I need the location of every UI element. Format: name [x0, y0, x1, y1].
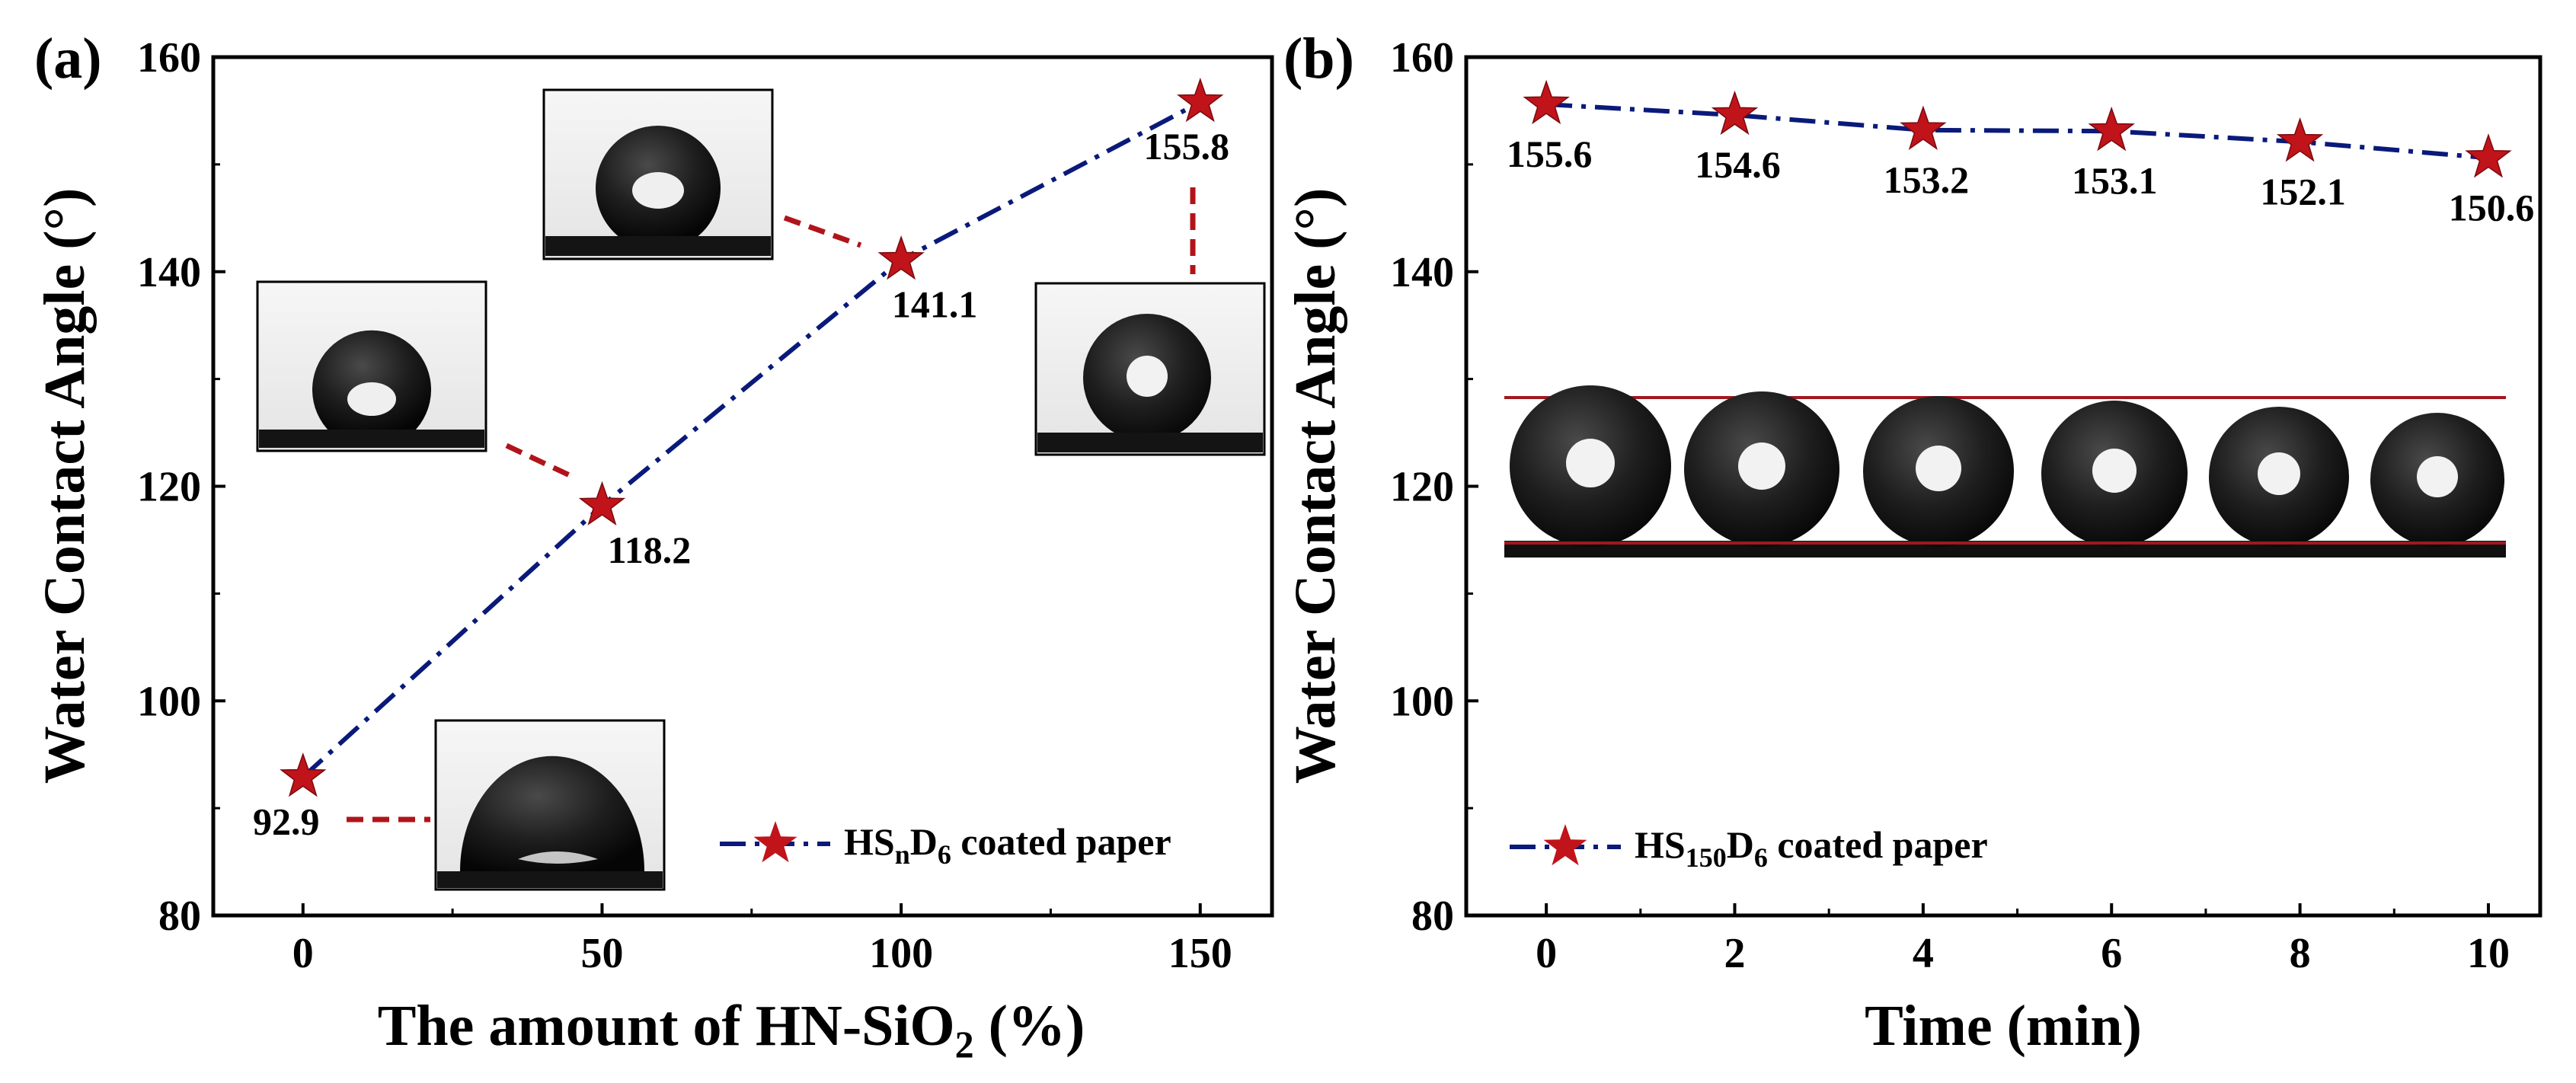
- panel-a-label: (a): [34, 27, 102, 91]
- panel-b-label: (b): [1283, 27, 1354, 91]
- panel-b-plot-area: 155.6 154.6 153.2 153.1 152.1 150.6: [1507, 79, 2535, 228]
- y-tick-label: 120: [1390, 464, 1454, 511]
- legend-mid: D: [1727, 823, 1754, 866]
- x-tick-label: 100: [869, 930, 933, 977]
- legend-subscript-1: 150: [1686, 842, 1727, 873]
- data-label: 141.1: [892, 283, 978, 325]
- x-tick-label: 50: [580, 930, 623, 977]
- inset-droplet-0: [434, 719, 666, 891]
- panel-a-y-axis: 80 100 120 140 160: [137, 34, 225, 940]
- series-line: [301, 100, 1202, 779]
- data-point-star: [2088, 106, 2135, 152]
- panel-b-droplet-series-inset: [1504, 385, 2506, 557]
- legend-main: HS: [1635, 823, 1686, 866]
- panel-b-y-axis-title: Water Contact Angle (°): [1283, 188, 1347, 784]
- legend-subscript-1: n: [895, 839, 910, 870]
- panel-a-legend: HSnD6 coated paper: [720, 820, 1171, 870]
- panel-a-y-axis-title: Water Contact Angle (°): [33, 188, 97, 784]
- legend-tail: coated paper: [951, 820, 1171, 863]
- data-label: 152.1: [2260, 170, 2346, 212]
- data-label: 118.2: [608, 529, 692, 571]
- droplet-highlight: [1566, 439, 1615, 487]
- y-tick-label: 120: [137, 464, 201, 511]
- legend-tail: coated paper: [1768, 823, 1988, 866]
- data-label: 155.6: [1507, 133, 1593, 175]
- y-tick-label: 160: [137, 34, 201, 81]
- data-point-star: [1711, 90, 1759, 136]
- legend-text: HSnD6 coated paper: [844, 820, 1171, 870]
- data-point-star: [1177, 77, 1224, 123]
- y-tick-label: 140: [137, 249, 201, 296]
- data-point-star: [1900, 105, 1947, 150]
- data-label: 154.6: [1695, 143, 1781, 186]
- droplet-row: [1510, 385, 2504, 547]
- data-point-star: [2276, 117, 2324, 162]
- x-tick-label: 0: [292, 930, 314, 977]
- droplet-highlight: [1916, 446, 1961, 491]
- y-tick-label: 80: [1411, 893, 1454, 940]
- x-title-tail: (%): [974, 994, 1085, 1058]
- data-point-star: [280, 752, 327, 797]
- y-tick-label: 160: [1390, 34, 1454, 81]
- inset-droplet-50: [256, 280, 487, 452]
- data-label: 153.1: [2072, 159, 2158, 202]
- y-tick-label: 140: [1390, 249, 1454, 296]
- panel-b-x-axis-title: Time (min): [1865, 994, 2142, 1058]
- panel-b-x-axis: 0 2 4 6 8 10: [1536, 903, 2510, 977]
- x-tick-label: 150: [1168, 930, 1232, 977]
- data-label: 155.8: [1144, 125, 1230, 168]
- series-line: [1545, 102, 2489, 161]
- data-label: 150.6: [2449, 186, 2535, 228]
- data-point-star: [877, 235, 925, 280]
- data-point-star: [1523, 79, 1570, 125]
- x-tick-label: 0: [1536, 930, 1557, 977]
- data-point-star: [578, 481, 626, 526]
- droplet-highlight: [1738, 442, 1785, 490]
- data-label: 92.9: [253, 800, 320, 842]
- inset-droplet-150: [1034, 282, 1266, 456]
- legend-subscript-2: 6: [1754, 842, 1768, 873]
- x-tick-label: 8: [2290, 930, 2311, 977]
- legend-star: [753, 821, 797, 863]
- droplet-highlight: [2092, 449, 2137, 493]
- x-tick-label: 10: [2467, 930, 2510, 977]
- panel-a-plot-area: 92.9 118.2 141.1 155.8: [253, 77, 1230, 842]
- droplet-highlight: [2417, 456, 2458, 497]
- panel-a-x-axis-title: The amount of HN-SiO2 (%): [378, 994, 1085, 1065]
- data-point-star: [2465, 133, 2512, 178]
- x-title-main: The amount of HN-SiO: [378, 994, 955, 1058]
- legend-star: [1543, 824, 1587, 866]
- panel-a: (a) 80 100 120 140 160 0 50 100 150 Water Conta…: [33, 27, 1274, 1065]
- data-label: 153.2: [1884, 158, 1970, 201]
- panel-a-leader-lines: [347, 187, 1196, 823]
- legend-mid: D: [910, 820, 938, 863]
- panel-b: (b) 80 100 120 140 160 0 2 4 6 8 10 Water Contact…: [1283, 27, 2542, 1058]
- x-title-subscript: 2: [955, 1023, 974, 1065]
- x-tick-label: 4: [1913, 930, 1934, 977]
- droplet-highlight: [2258, 452, 2300, 495]
- legend-text: HS150D6 coated paper: [1635, 823, 1988, 873]
- legend-main: HS: [844, 820, 895, 863]
- legend-subscript-2: 6: [938, 839, 951, 870]
- leader-line-50: [505, 442, 574, 480]
- legend-star-marker: [753, 821, 797, 863]
- y-tick-label: 80: [158, 893, 201, 940]
- y-tick-label: 100: [137, 678, 201, 725]
- panel-b-y-axis: 80 100 120 140 160: [1390, 34, 1478, 940]
- legend-star-marker: [1543, 824, 1587, 866]
- y-tick-label: 100: [1390, 678, 1454, 725]
- inset-droplet-100: [542, 88, 774, 260]
- panel-a-x-axis: 0 50 100 150: [292, 903, 1232, 977]
- x-tick-label: 2: [1724, 930, 1746, 977]
- leader-line-100: [783, 215, 862, 248]
- panel-b-legend: HS150D6 coated paper: [1510, 823, 1988, 873]
- x-tick-label: 6: [2101, 930, 2122, 977]
